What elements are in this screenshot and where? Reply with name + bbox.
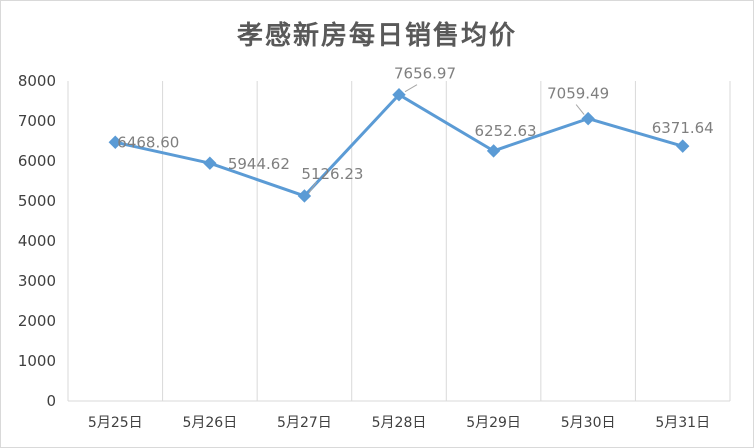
data-label-leader-line (308, 181, 317, 195)
x-category-label: 5月25日 (88, 415, 143, 431)
y-tick-label: 1000 (18, 352, 56, 370)
data-label: 5944.62 (228, 155, 290, 173)
y-tick-label: 5000 (18, 192, 56, 210)
x-category-label: 5月30日 (561, 415, 616, 431)
data-point-marker (203, 156, 217, 170)
data-point-marker (581, 111, 595, 126)
y-tick-label: 3000 (18, 272, 56, 290)
y-tick-label: 8000 (18, 72, 56, 90)
y-tick-label: 6000 (18, 152, 56, 170)
chart-title: 孝感新房每日销售均价 (236, 21, 517, 51)
data-label: 7656.97 (394, 65, 456, 83)
y-tick-label: 2000 (18, 312, 56, 330)
data-label-leader-line (575, 104, 585, 115)
data-label-leader-line (404, 84, 418, 93)
data-label: 6371.64 (652, 119, 714, 137)
data-point-marker (486, 144, 501, 158)
data-label: 6252.63 (475, 122, 537, 140)
y-tick-label: 7000 (18, 112, 56, 130)
x-category-label: 5月31日 (655, 415, 710, 431)
data-point-marker (676, 139, 690, 153)
data-label: 5126.23 (301, 165, 363, 183)
data-point-marker (297, 189, 312, 203)
data-label: 6468.60 (117, 133, 179, 151)
x-category-label: 5月27日 (277, 415, 332, 431)
y-tick-label: 0 (46, 392, 56, 410)
y-tick-label: 4000 (18, 232, 56, 250)
data-label: 7059.49 (547, 85, 609, 103)
data-point-marker (108, 135, 122, 149)
x-category-label: 5月26日 (182, 415, 237, 431)
series-line (113, 93, 685, 198)
x-category-label: 5月28日 (372, 415, 427, 431)
data-point-marker (392, 88, 406, 102)
x-category-label: 5月29日 (466, 415, 521, 431)
